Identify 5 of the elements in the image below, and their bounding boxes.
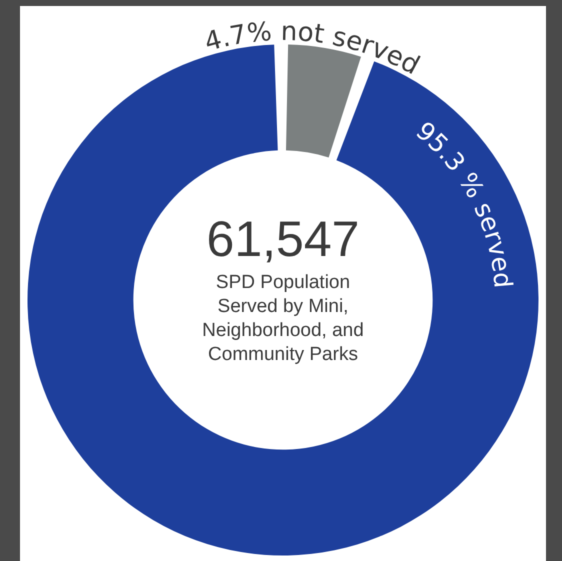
text: SPD Population Served by Mini, Neighborhood, and Community Parks — [201, 271, 365, 367]
category-label: not — [280, 16, 326, 50]
text: 61,547 — [206, 211, 360, 267]
slice-label: served — [330, 22, 424, 82]
data-label: 4.7% — [201, 17, 273, 58]
